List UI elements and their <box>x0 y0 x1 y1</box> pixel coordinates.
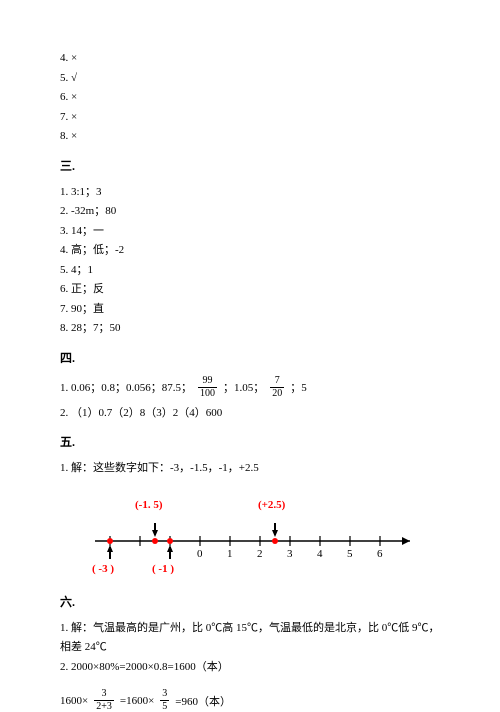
item-2-6: 6. × <box>60 89 440 106</box>
section-6-title: 六. <box>60 593 440 610</box>
section-3-title: 三. <box>60 157 440 174</box>
point-label-bottom: ( -1 ) <box>152 563 174 575</box>
text: 1. 0.06；0.8；0.056；87.5； <box>60 379 192 395</box>
tick-label: 2 <box>257 548 263 560</box>
numerator: 99 <box>198 376 217 388</box>
point-label-bottom: ( -3 ) <box>92 563 114 575</box>
item-3-3: 3. 14；一 <box>60 223 440 240</box>
numerator: 3 <box>94 689 114 701</box>
item-3-4: 4. 高；低；-2 <box>60 242 440 259</box>
item-3-1: 1. 3:1；3 <box>60 184 440 201</box>
tick-label: 4 <box>317 548 323 560</box>
section-4-title: 四. <box>60 349 440 366</box>
text: ；1.05； <box>223 379 264 395</box>
item-3-8: 8. 28；7；50 <box>60 320 440 337</box>
text: =960（本） <box>175 693 231 709</box>
fraction-3-2p3: 3 2+3 <box>94 689 114 712</box>
fraction-3-5: 3 5 <box>160 689 169 712</box>
text: ；5 <box>290 379 307 395</box>
number-line-diagram: 0 1 2 3 4 5 6 (-1. 5) (+2.5) ( -3 ) ( -1 ) <box>80 491 420 581</box>
tick-label: 6 <box>377 548 383 560</box>
denominator: 100 <box>198 388 217 399</box>
number-line-svg <box>80 491 420 581</box>
denominator: 20 <box>270 388 284 399</box>
item-3-7: 7. 90；直 <box>60 301 440 318</box>
tick-label: 5 <box>347 548 353 560</box>
numerator: 7 <box>270 376 284 388</box>
fraction-99-100: 99 100 <box>198 376 217 399</box>
item-6-1b: 相差 24℃ <box>60 639 440 656</box>
item-4-1: 1. 0.06；0.8；0.056；87.5； 99 100 ；1.05； 7 … <box>60 376 440 399</box>
item-6-3: 1600× 3 2+3 =1600× 3 5 =960（本） <box>60 689 440 712</box>
item-6-1a: 1. 解：气温最高的是广州，比 0℃高 15℃，气温最低的是北京，比 0℃低 9… <box>60 620 440 637</box>
item-2-7: 7. × <box>60 109 440 126</box>
item-2-8: 8. × <box>60 128 440 145</box>
text: 1600× <box>60 695 88 707</box>
item-6-2: 2. 2000×80%=2000×0.8=1600（本） <box>60 659 440 676</box>
numerator: 3 <box>160 689 169 701</box>
item-4-2: 2. （1）0.7（2）8（3）2（4）600 <box>60 405 440 422</box>
tick-label: 3 <box>287 548 293 560</box>
point-label-top: (-1. 5) <box>135 499 163 511</box>
item-3-5: 5. 4；1 <box>60 262 440 279</box>
item-2-5: 5. √ <box>60 70 440 87</box>
point-label-top: (+2.5) <box>258 499 285 511</box>
item-3-2: 2. -32m；80 <box>60 203 440 220</box>
item-3-6: 6. 正；反 <box>60 281 440 298</box>
tick-label: 1 <box>227 548 233 560</box>
section-5-title: 五. <box>60 433 440 450</box>
text: =1600× <box>120 695 154 707</box>
fraction-7-20: 7 20 <box>270 376 284 399</box>
tick-label: 0 <box>197 548 203 560</box>
item-2-4: 4. × <box>60 50 440 67</box>
item-5-1: 1. 解：这些数字如下：-3，-1.5，-1，+2.5 <box>60 460 440 477</box>
